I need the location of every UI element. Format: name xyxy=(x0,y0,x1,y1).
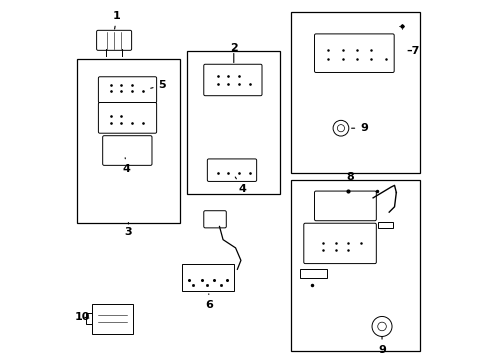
Text: –7: –7 xyxy=(406,46,419,57)
Bar xyxy=(91,304,133,334)
Text: 2: 2 xyxy=(229,43,237,53)
Bar xyxy=(290,180,419,351)
Text: 9: 9 xyxy=(377,337,385,355)
FancyBboxPatch shape xyxy=(303,223,376,264)
FancyBboxPatch shape xyxy=(102,136,152,165)
Text: 6: 6 xyxy=(204,294,212,310)
FancyBboxPatch shape xyxy=(98,77,156,103)
Text: 9: 9 xyxy=(351,123,367,133)
FancyBboxPatch shape xyxy=(314,191,376,221)
Bar xyxy=(187,51,280,194)
FancyBboxPatch shape xyxy=(203,211,226,228)
Text: 5: 5 xyxy=(150,80,166,90)
Text: 1: 1 xyxy=(113,11,121,29)
Circle shape xyxy=(337,125,344,132)
Text: 4: 4 xyxy=(122,158,130,174)
FancyBboxPatch shape xyxy=(97,30,131,50)
Text: 10: 10 xyxy=(74,312,89,322)
FancyBboxPatch shape xyxy=(98,103,156,133)
Bar xyxy=(378,222,392,228)
Text: 3: 3 xyxy=(124,222,132,237)
Circle shape xyxy=(371,316,391,337)
Bar xyxy=(299,269,326,278)
FancyBboxPatch shape xyxy=(314,34,393,72)
Bar xyxy=(182,264,233,291)
Text: 4: 4 xyxy=(235,177,246,194)
Circle shape xyxy=(332,120,348,136)
Bar xyxy=(77,59,180,223)
Bar xyxy=(86,313,92,324)
FancyBboxPatch shape xyxy=(207,159,256,181)
FancyBboxPatch shape xyxy=(203,64,262,96)
Bar xyxy=(290,12,419,173)
Text: 8: 8 xyxy=(346,172,353,182)
Circle shape xyxy=(377,322,386,331)
